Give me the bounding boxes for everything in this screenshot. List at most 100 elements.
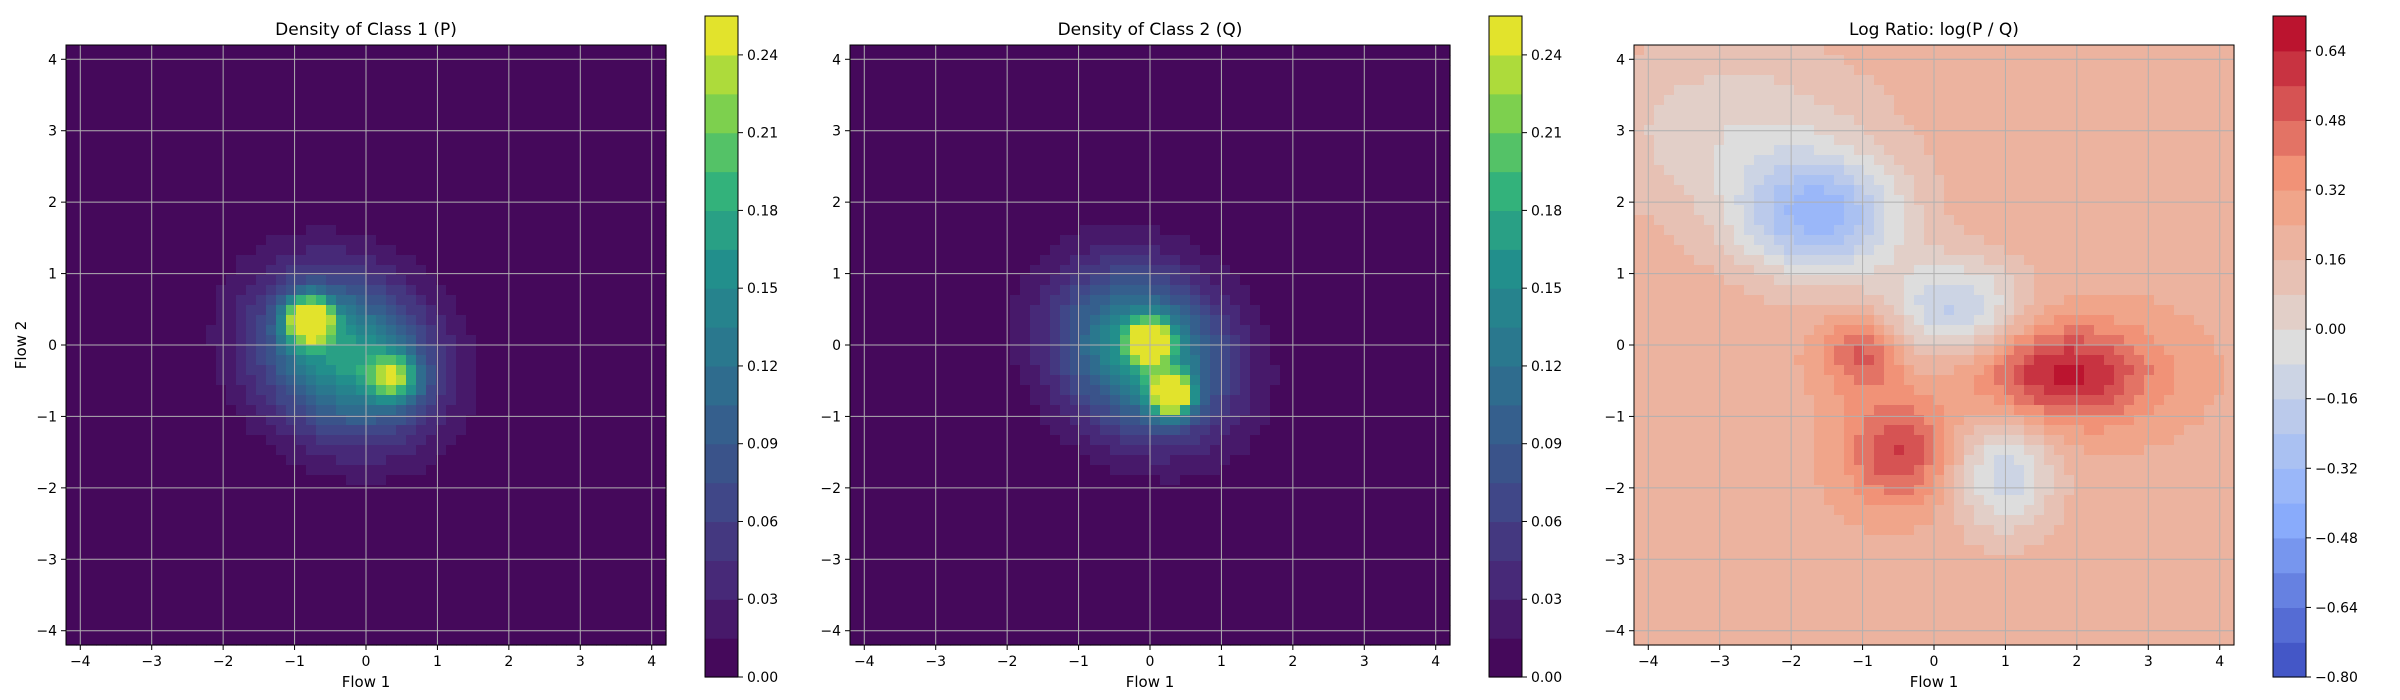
heatmap-cell <box>176 115 187 126</box>
heatmap-cell <box>286 425 297 436</box>
heatmap-cell <box>326 505 337 516</box>
heatmap-cell <box>1050 185 1061 196</box>
heatmap-cell <box>486 385 497 396</box>
heatmap-cell <box>166 415 177 426</box>
heatmap-cell <box>496 195 507 206</box>
heatmap-cell <box>880 215 891 226</box>
heatmap-cell <box>910 315 921 326</box>
heatmap-cell <box>166 545 177 556</box>
heatmap-cell <box>616 585 627 596</box>
heatmap-cell <box>950 525 961 536</box>
heatmap-cell <box>126 585 137 596</box>
heatmap-cell <box>880 555 891 566</box>
heatmap-cell <box>126 275 137 286</box>
heatmap-cell <box>196 275 207 286</box>
heatmap-cell <box>920 115 931 126</box>
heatmap-cell <box>186 275 197 286</box>
heatmap-cell <box>106 475 117 486</box>
heatmap-cell <box>546 195 557 206</box>
heatmap-cell <box>266 345 277 356</box>
heatmap-cell <box>566 505 577 516</box>
heatmap-cell <box>960 335 971 346</box>
heatmap-cell <box>546 165 557 176</box>
heatmap-cell <box>940 235 951 246</box>
heatmap-cell <box>426 505 437 516</box>
heatmap-cell <box>166 135 177 146</box>
heatmap-cell <box>636 195 647 206</box>
heatmap-cell <box>236 345 247 356</box>
heatmap-cell <box>960 225 971 236</box>
heatmap-cell <box>246 175 257 186</box>
heatmap-cell <box>1000 565 1011 576</box>
heatmap-cell <box>226 315 237 326</box>
heatmap-cell <box>576 175 587 186</box>
heatmap-cell <box>96 375 107 386</box>
heatmap-cell <box>116 275 127 286</box>
heatmap-cell <box>366 325 377 336</box>
heatmap-cell <box>176 95 187 106</box>
heatmap-cell <box>66 155 77 166</box>
heatmap-cell <box>1030 265 1041 276</box>
heatmap-cell <box>616 305 627 316</box>
heatmap-cell <box>526 165 537 176</box>
heatmap-cell <box>106 155 117 166</box>
heatmap-cell <box>106 145 117 156</box>
heatmap-cell <box>526 175 537 186</box>
heatmap-cell <box>166 155 177 166</box>
heatmap-cell <box>466 505 477 516</box>
heatmap-cell <box>86 135 97 146</box>
heatmap-cell <box>576 105 587 116</box>
heatmap-cell <box>246 255 257 266</box>
heatmap-cell <box>656 435 667 446</box>
heatmap-cell <box>1050 115 1061 126</box>
heatmap-cell <box>256 165 267 176</box>
heatmap-cell <box>920 265 931 276</box>
heatmap-cell <box>1000 315 1011 326</box>
heatmap-cell <box>860 355 871 366</box>
heatmap-cell <box>116 575 127 586</box>
heatmap-cell <box>890 635 901 646</box>
heatmap-cell <box>276 325 287 336</box>
heatmap-cell <box>246 555 257 566</box>
heatmap-cell <box>276 515 287 526</box>
heatmap-cell <box>446 475 457 486</box>
heatmap-cell <box>96 95 107 106</box>
heatmap-cell <box>990 415 1001 426</box>
heatmap-cell <box>870 215 881 226</box>
heatmap-cell <box>426 335 437 346</box>
heatmap-cell <box>236 435 247 446</box>
heatmap-cell <box>456 275 467 286</box>
heatmap-cell <box>970 415 981 426</box>
heatmap-cell <box>860 135 871 146</box>
heatmap-cell <box>406 565 417 576</box>
heatmap-cell <box>636 385 647 396</box>
heatmap-cell <box>266 545 277 556</box>
heatmap-cell <box>850 515 861 526</box>
heatmap-cell <box>1030 535 1041 546</box>
heatmap-cell <box>176 335 187 346</box>
heatmap-cell <box>296 205 307 216</box>
heatmap-cell <box>306 95 317 106</box>
heatmap-cell <box>556 395 567 406</box>
heatmap-cell <box>1060 75 1071 86</box>
heatmap-cell <box>316 275 327 286</box>
heatmap-cell <box>636 245 647 256</box>
heatmap-cell <box>526 305 537 316</box>
heatmap-cell <box>516 325 527 336</box>
heatmap-cell <box>66 455 77 466</box>
heatmap-cell <box>166 615 177 626</box>
heatmap-cell <box>366 105 377 116</box>
heatmap-cell <box>656 605 667 616</box>
heatmap-cell <box>186 155 197 166</box>
heatmap-cell <box>346 65 357 76</box>
heatmap-cell <box>246 595 257 606</box>
heatmap-cell <box>656 555 667 566</box>
heatmap-cell <box>656 365 667 376</box>
heatmap-cell <box>546 335 557 346</box>
heatmap-cell <box>556 45 567 56</box>
heatmap-cell <box>576 565 587 576</box>
heatmap-cell <box>306 275 317 286</box>
heatmap-cell <box>336 525 347 536</box>
heatmap-cell <box>436 325 447 336</box>
heatmap-cell <box>436 495 447 506</box>
